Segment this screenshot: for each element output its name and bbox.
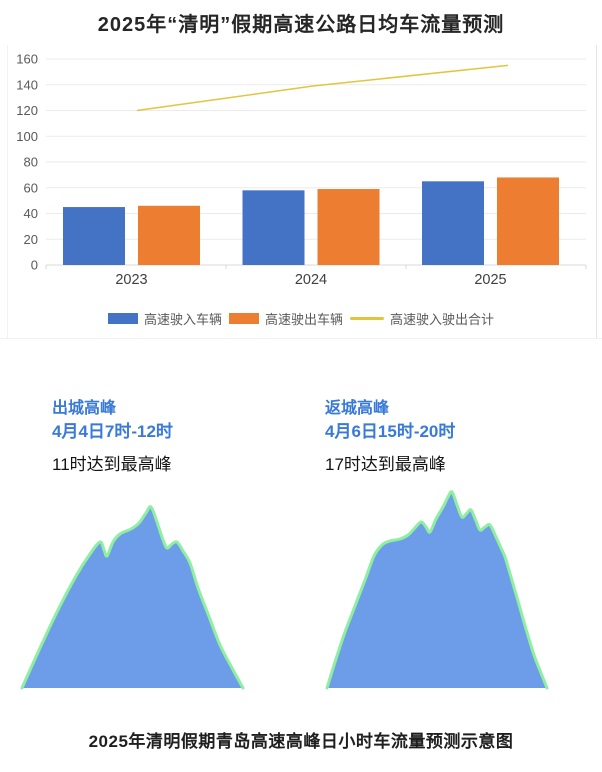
bar-series0-2025 [422,181,484,265]
legend-line-swatch-2 [350,316,384,320]
outbound-peak-timerange: 4月4日7时-12时 [52,422,173,441]
hourly-peak-curves [20,490,549,690]
bar-series1-2025 [497,177,559,265]
legend-label-1: 高速驶出车辆 [264,311,343,327]
return-peak-curve-fill [327,491,547,688]
y-tick-label: 140 [16,77,38,92]
legend-item-2: 高速驶入驶出合计 [350,309,494,328]
return-peak-curve-outline [325,490,549,690]
chart-legend: 高速驶入车辆 高速驶出车辆 高速驶入驶出合计 [0,306,602,330]
gridlines: 0 20 40 60 80 100 120 140 160 [16,52,587,273]
legend-item-1: 高速驶出车辆 [228,309,343,328]
y-tick-label: 100 [16,129,38,144]
category-labels: 2023 2024 2025 [115,272,506,288]
legend-item-0: 高速驶入车辆 [107,309,222,328]
y-tick-label: 80 [24,155,38,170]
outbound-peak-curve-outline [20,505,245,690]
legend-swatch-0 [107,312,138,324]
y-tick-label: 160 [16,52,38,67]
bars [63,177,559,265]
y-tick-label: 40 [24,206,38,221]
total-line [136,64,509,112]
return-peak-timerange: 4月6日15时-20时 [325,422,456,441]
outbound-peak-note: 11时达到最高峰 [52,455,172,474]
y-tick-label: 120 [16,103,38,118]
bar-series0-2024 [242,190,305,265]
legend-label-2: 高速驶入驶出合计 [390,311,495,327]
x-category-label: 2025 [474,272,506,288]
bar-series1-2024 [317,189,380,265]
chart-title: 2025年“清明”假期高速公路日均车流量预测 [97,14,505,36]
return-peak-note: 17时达到最高峰 [325,455,446,474]
return-peak-block: 返城高峰 4月6日15时-20时 17时达到最高峰 [325,398,595,477]
legend-label-0: 高速驶入车辆 [143,311,222,327]
legend-swatch-1 [228,312,259,324]
y-tick-label: 0 [31,258,38,273]
section-divider [0,338,602,339]
chart-frame-left [7,45,8,338]
bar-series0-2023 [63,207,125,265]
y-tick-label: 20 [24,232,38,247]
outbound-peak-curve-fill [22,506,243,688]
chart-frame-right [596,45,597,338]
x-category-label: 2024 [295,272,327,288]
y-tick-label: 60 [24,180,38,195]
x-category-label: 2023 [115,272,147,288]
bar-series1-2023 [138,205,200,265]
outbound-peak-block: 出城高峰 4月4日7时-12时 11时达到最高峰 [52,398,322,477]
footer-caption: 2025年清明假期青岛高速高峰日小时车流量预测示意图 [88,732,514,751]
outbound-peak-heading: 出城高峰 [52,400,117,417]
return-peak-heading: 返城高峰 [325,400,390,417]
daily-average-bar-chart: 0 20 40 60 80 100 120 140 160 2023 2024 2025 [16,52,587,288]
